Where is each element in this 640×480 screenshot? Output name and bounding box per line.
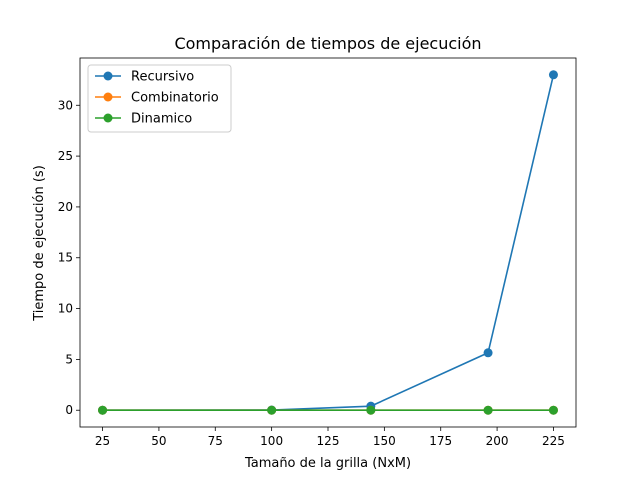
x-axis-label: Tamaño de la grilla (NxM) xyxy=(244,456,411,471)
y-tick-label: 15 xyxy=(58,251,73,265)
legend-marker-recursivo xyxy=(103,71,113,81)
x-tick-label: 225 xyxy=(542,434,565,448)
x-tick-label: 200 xyxy=(486,434,509,448)
plot-area: 25 50 75 100 125 150 175 200 225 0 5 10 15 20 25 30 xyxy=(58,57,577,448)
axes-frame xyxy=(79,57,577,428)
legend-marker-combinatorio xyxy=(103,92,113,102)
data-point-recursivo xyxy=(548,70,558,80)
x-tick-label: 25 xyxy=(95,434,110,448)
legend-box xyxy=(87,64,232,133)
legend-label-recursivo: Recursivo xyxy=(131,70,194,85)
y-tick-label: 0 xyxy=(65,403,73,417)
y-tick-label: 5 xyxy=(65,352,73,366)
x-tick-label: 125 xyxy=(317,434,340,448)
x-tick-label: 175 xyxy=(429,434,452,448)
legend-marker-dinamico xyxy=(103,113,113,123)
x-tick-label: 150 xyxy=(373,434,396,448)
data-point-dinamico xyxy=(366,405,376,415)
y-tick-label: 25 xyxy=(58,149,73,163)
x-tick-label: 50 xyxy=(151,434,166,448)
data-point-dinamico xyxy=(267,405,277,415)
legend-label-dinamico: Dinamico xyxy=(131,112,192,127)
x-tick-label: 100 xyxy=(260,434,283,448)
data-point-dinamico xyxy=(98,405,108,415)
data-point-dinamico xyxy=(548,405,558,415)
legend: Recursivo Combinatorio Dinamico xyxy=(87,64,232,133)
x-tick-label: 75 xyxy=(208,434,223,448)
y-tick-label: 10 xyxy=(58,302,73,316)
chart-title: Comparación de tiempos de ejecución xyxy=(174,34,481,53)
y-tick-label: 30 xyxy=(58,98,73,112)
data-point-dinamico xyxy=(483,405,493,415)
y-axis-label: Tiempo de ejecución (s) xyxy=(32,165,47,322)
legend-label-combinatorio: Combinatorio xyxy=(131,91,219,106)
y-tick-label: 20 xyxy=(58,200,73,214)
data-point-recursivo xyxy=(483,348,493,358)
